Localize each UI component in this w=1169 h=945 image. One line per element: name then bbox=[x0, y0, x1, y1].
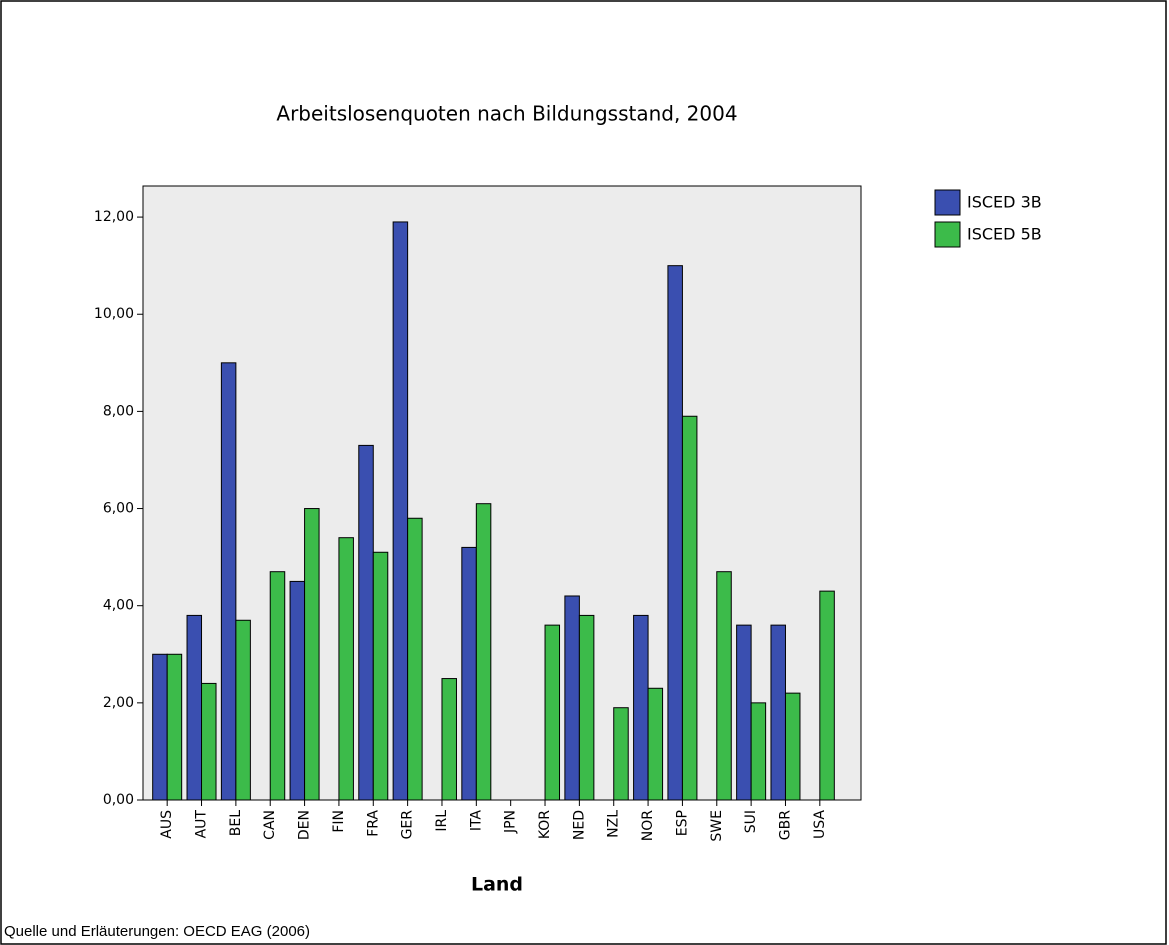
bar bbox=[716, 571, 732, 801]
x-tick-label: JPN bbox=[503, 810, 519, 834]
x-tick-label: CAN bbox=[262, 810, 278, 840]
y-tick-label: 8,00 bbox=[103, 403, 134, 419]
x-tick-label: ESP bbox=[674, 810, 690, 836]
bar bbox=[220, 362, 237, 801]
x-tick-label: IRL bbox=[434, 810, 450, 832]
bar bbox=[304, 508, 320, 801]
bar bbox=[633, 614, 649, 801]
x-tick-label: BEL bbox=[228, 810, 244, 836]
bar bbox=[372, 551, 389, 801]
source-note: Quelle und Erläuterungen: OECD EAG (2006… bbox=[4, 923, 310, 940]
bar bbox=[770, 624, 786, 801]
bar bbox=[784, 692, 801, 801]
bar bbox=[235, 619, 251, 801]
bar bbox=[186, 614, 203, 801]
y-tick-label: 4,00 bbox=[103, 598, 134, 614]
x-tick-label: AUS bbox=[159, 810, 175, 839]
x-axis-label: Land bbox=[471, 874, 523, 896]
chart-title: Arbeitslosenquoten nach Bildungsstand, 2… bbox=[276, 102, 737, 126]
x-tick-label: FRA bbox=[365, 810, 381, 837]
bar bbox=[289, 580, 306, 801]
bar bbox=[441, 678, 457, 801]
bar bbox=[564, 595, 580, 801]
legend-swatch bbox=[934, 189, 961, 216]
bar bbox=[578, 614, 595, 801]
bar bbox=[269, 571, 286, 801]
bar bbox=[201, 682, 217, 801]
bar bbox=[681, 415, 698, 801]
y-tick-label: 12,00 bbox=[94, 209, 134, 225]
bar bbox=[338, 537, 354, 801]
bar bbox=[392, 221, 409, 801]
bar bbox=[667, 265, 683, 801]
x-tick-label: AUT bbox=[194, 810, 210, 839]
bar bbox=[166, 653, 183, 801]
legend-label: ISCED 5B bbox=[967, 225, 1042, 244]
bar bbox=[407, 517, 423, 801]
x-tick-label: NZL bbox=[606, 810, 622, 838]
x-tick-label: NED bbox=[571, 810, 587, 840]
x-tick-label: GBR bbox=[777, 810, 793, 840]
bar bbox=[736, 624, 752, 801]
bar bbox=[152, 653, 168, 801]
x-tick-label: NOR bbox=[640, 810, 656, 841]
bar bbox=[613, 707, 629, 801]
x-tick-label: SUI bbox=[743, 810, 759, 833]
bar bbox=[647, 687, 664, 801]
x-tick-label: ITA bbox=[468, 810, 484, 832]
bar bbox=[358, 444, 374, 801]
bar bbox=[819, 590, 835, 801]
bar bbox=[750, 702, 767, 801]
y-tick-label: 0,00 bbox=[103, 792, 134, 808]
y-tick-label: 6,00 bbox=[103, 501, 134, 517]
x-tick-label: USA bbox=[812, 810, 828, 839]
x-tick-label: SWE bbox=[709, 810, 725, 842]
x-tick-label: KOR bbox=[537, 810, 553, 839]
bar bbox=[475, 503, 492, 801]
x-tick-label: DEN bbox=[297, 810, 313, 840]
x-tick-label: FIN bbox=[331, 810, 347, 833]
bar bbox=[461, 546, 477, 801]
legend-label: ISCED 3B bbox=[967, 193, 1042, 212]
y-tick-label: 10,00 bbox=[94, 306, 134, 322]
x-tick-label: GER bbox=[400, 810, 416, 840]
legend-swatch bbox=[934, 221, 961, 248]
y-tick-label: 2,00 bbox=[103, 695, 134, 711]
bar bbox=[544, 624, 561, 801]
